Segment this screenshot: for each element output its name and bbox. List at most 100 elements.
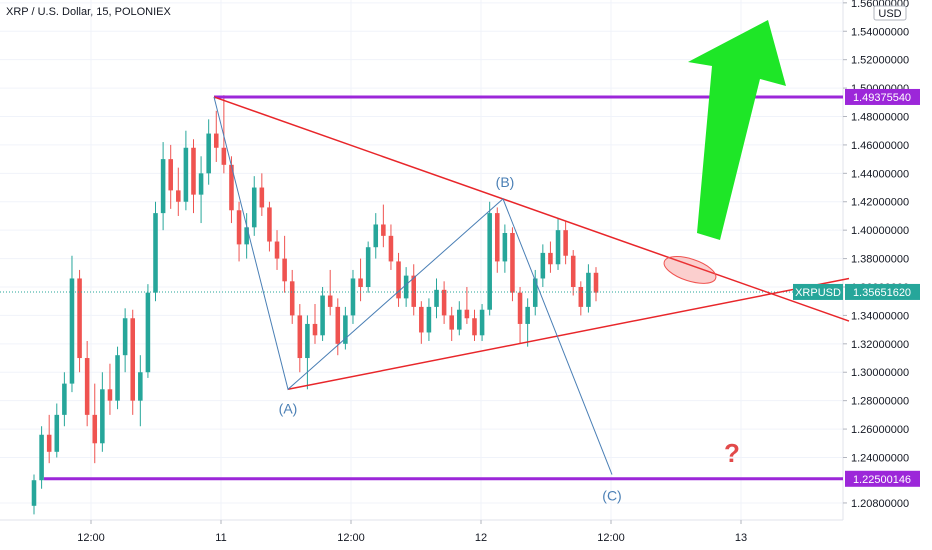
candle-body xyxy=(282,258,287,282)
currency-label: USD xyxy=(878,8,901,20)
candle-body xyxy=(100,389,105,444)
candle-body xyxy=(548,252,553,265)
candle-body xyxy=(77,278,82,359)
candle-body xyxy=(403,275,409,299)
candle-body xyxy=(312,323,318,336)
candle-body xyxy=(267,207,272,242)
candle-body xyxy=(578,286,584,307)
y-tick-label: 1.38000000 xyxy=(851,254,909,266)
level-tag-label: 1.22500146 xyxy=(853,474,911,486)
candle-body xyxy=(426,306,432,333)
candle-body xyxy=(358,278,363,287)
candle-body xyxy=(532,278,538,307)
price-tag-bg xyxy=(845,283,920,300)
candle-body xyxy=(31,480,37,506)
symbol-tag-label: XRPUSD xyxy=(795,287,841,299)
candle-body xyxy=(487,213,492,310)
symbol-tag-bg xyxy=(793,283,843,300)
candle-body xyxy=(191,147,196,195)
x-tick-label: 12 xyxy=(475,532,487,544)
candle-body xyxy=(373,224,379,248)
upper-trendline[interactable] xyxy=(213,96,850,322)
x-tick-label: 13 xyxy=(735,532,747,544)
candle-body xyxy=(396,261,401,299)
candle-body xyxy=(350,278,356,316)
candle-body xyxy=(176,190,181,202)
currency-box-frame xyxy=(873,5,907,21)
candle-body xyxy=(593,272,599,293)
time-axis[interactable]: 12:00 11 12:00 12 12:00 13 xyxy=(77,520,747,544)
y-tick-label: 1.40000000 xyxy=(851,225,909,237)
level-tag-bg xyxy=(845,470,920,487)
abc-wave-path[interactable] xyxy=(213,96,613,475)
candle-body xyxy=(138,372,143,401)
y-tick-label: 1.30000000 xyxy=(851,367,909,379)
wave-label: (A) xyxy=(279,400,298,416)
x-tick-label: 12:00 xyxy=(597,532,625,544)
candle-body xyxy=(54,414,60,452)
y-tick-label: 1.56000000 xyxy=(851,0,909,10)
candle-body xyxy=(244,227,249,245)
candle-body xyxy=(563,230,568,256)
question-mark: ? xyxy=(724,438,740,468)
currency-box[interactable]: USD xyxy=(873,5,907,21)
candle-body xyxy=(457,309,462,330)
candle-body xyxy=(479,309,485,336)
candle-body xyxy=(343,315,348,344)
chart-drawings: (A) (B) (C)? xyxy=(213,20,850,504)
y-tick-label: 1.48000000 xyxy=(851,112,909,124)
last-price-tag[interactable]: XRPUSD 1.35651620 xyxy=(793,283,920,300)
candlestick-series xyxy=(0,95,843,515)
bullish-arrow[interactable] xyxy=(688,20,786,240)
y-tick-label: 1.42000000 xyxy=(851,197,909,209)
candle-body xyxy=(327,295,333,307)
candle-body xyxy=(92,414,98,444)
y-tick-label: 1.54000000 xyxy=(851,26,909,38)
candle-body xyxy=(206,133,211,174)
candle-body xyxy=(335,306,341,344)
candle-body xyxy=(84,358,90,415)
candle-body xyxy=(419,306,424,333)
candle-body xyxy=(365,247,371,287)
candle-body xyxy=(153,213,158,293)
candle-body xyxy=(115,355,120,401)
candle-body xyxy=(320,295,325,336)
candle-body xyxy=(122,318,128,356)
candle-body xyxy=(525,306,530,324)
candle-body xyxy=(69,278,75,384)
x-tick-label: 11 xyxy=(215,532,226,544)
breakout-ellipse[interactable] xyxy=(661,251,719,289)
level-tag[interactable]: 1.22500146 xyxy=(845,470,920,487)
candle-body xyxy=(289,281,295,316)
y-tick-label: 1.20800000 xyxy=(851,498,909,510)
candle-body xyxy=(381,224,386,236)
y-tick-label: 1.44000000 xyxy=(851,168,909,180)
y-tick-label: 1.52000000 xyxy=(851,55,909,67)
candle-body xyxy=(434,289,439,307)
x-tick-label: 12:00 xyxy=(337,532,365,544)
candle-body xyxy=(198,173,204,195)
y-tick-label: 1.26000000 xyxy=(851,424,909,436)
level-tag[interactable]: 1.49375540 xyxy=(845,88,920,105)
candle-body xyxy=(130,318,136,401)
candle-body xyxy=(305,323,310,359)
candle-body xyxy=(46,434,52,452)
candle-body xyxy=(555,230,561,265)
lower-trendline[interactable] xyxy=(287,277,850,391)
wave-label: (B) xyxy=(496,174,515,190)
candle-body xyxy=(39,434,44,481)
candle-body xyxy=(510,233,515,293)
candle-body xyxy=(160,159,166,214)
candle-body xyxy=(297,315,303,359)
price-axis[interactable]: 1.20800000 1.24000000 1.26000000 1.28000000… xyxy=(793,0,920,510)
wave-label: (C) xyxy=(602,488,621,504)
candle-body xyxy=(411,275,417,307)
candle-body xyxy=(62,383,67,415)
candle-body xyxy=(221,147,227,165)
candle-body xyxy=(570,255,576,287)
level-tag-bg xyxy=(845,88,920,105)
level-tag-label: 1.49375540 xyxy=(853,92,911,104)
candle-body xyxy=(145,292,151,373)
candle-body xyxy=(540,252,546,279)
